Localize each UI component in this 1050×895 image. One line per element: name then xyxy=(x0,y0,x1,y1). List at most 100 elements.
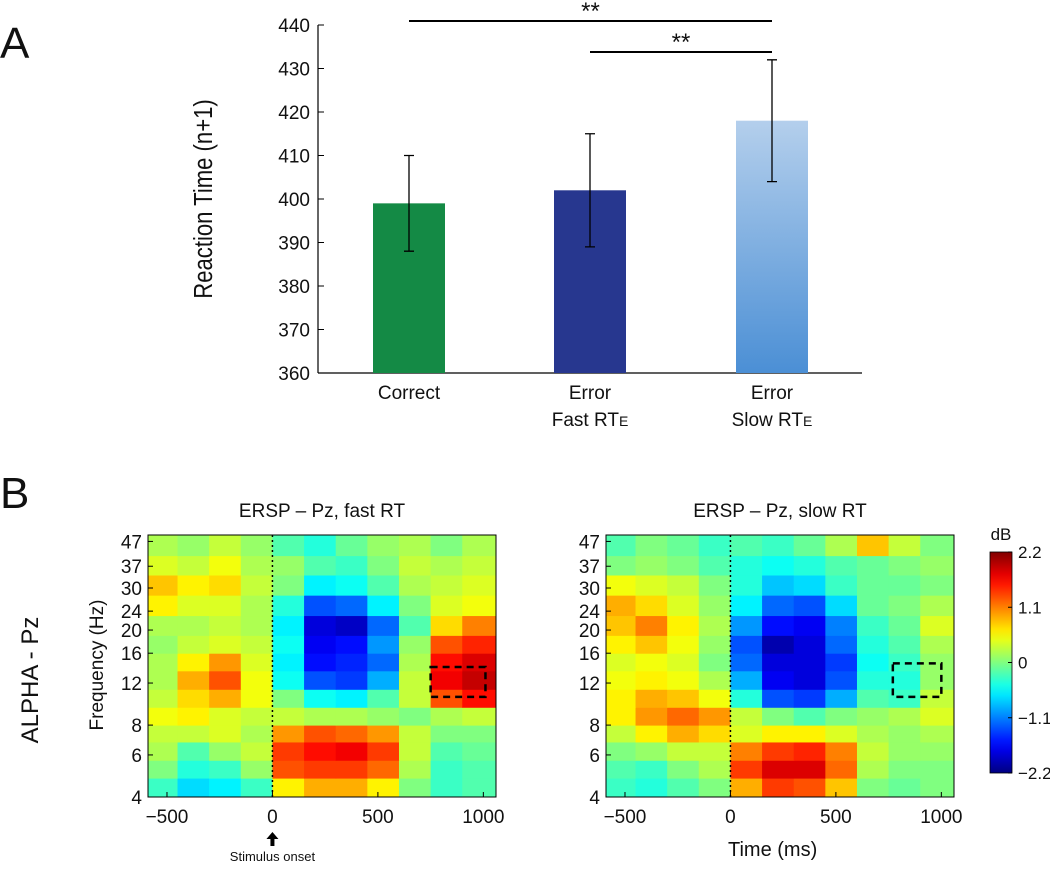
heatmap-cell xyxy=(148,760,179,779)
y-tick-label: 390 xyxy=(278,234,310,255)
y-tick-label: 6 xyxy=(589,746,600,767)
heatmap-cell xyxy=(762,555,795,576)
heatmap-cell xyxy=(304,670,337,690)
heatmap-cell xyxy=(272,778,305,798)
heatmap-cell xyxy=(335,670,368,690)
heatmap-cell xyxy=(367,595,400,617)
x-tick-label-line: Fast RT xyxy=(552,410,620,431)
heatmap-cell xyxy=(335,615,368,636)
plot-frame xyxy=(147,534,497,798)
heatmap-cell xyxy=(177,615,210,636)
heatmap-cell xyxy=(825,778,858,798)
heatmap-cell xyxy=(335,555,368,576)
significance-label: ** xyxy=(581,0,600,25)
heatmap-cell xyxy=(698,778,731,798)
y-tick-label: 12 xyxy=(121,674,142,695)
heatmap-cell xyxy=(888,635,921,654)
heatmap-cell xyxy=(367,689,400,708)
y-tick-label: 47 xyxy=(121,532,142,553)
heatmap-cell xyxy=(272,725,305,743)
heatmap-cell xyxy=(304,725,337,743)
y-tick-label: 8 xyxy=(589,716,600,737)
heatmap-cell xyxy=(920,575,955,596)
heatmap-cell xyxy=(730,689,763,708)
colorbar-tick-label: −1.1 xyxy=(1018,709,1050,728)
heatmap-cell xyxy=(698,575,731,596)
row-label: ALPHA - Pz xyxy=(17,617,44,744)
heatmap-cell xyxy=(462,535,497,557)
heatmap-cell xyxy=(606,555,637,576)
heatmap-cell xyxy=(698,595,731,617)
onset-arrow xyxy=(266,832,279,846)
heatmap-cell xyxy=(667,595,700,617)
colorbar-label: dB xyxy=(991,525,1012,544)
heatmap-cell xyxy=(177,725,210,743)
y-tick-label: 6 xyxy=(131,746,142,767)
heatmap-cell xyxy=(888,778,921,798)
x-tick-label: 500 xyxy=(820,807,852,828)
y-tick-label: 24 xyxy=(121,602,143,623)
heatmap-cell xyxy=(730,575,763,596)
y-axis-label: Frequency (Hz) xyxy=(87,600,108,731)
heatmap-cell xyxy=(856,635,890,654)
heatmap-cell xyxy=(635,635,668,654)
heatmap-cell xyxy=(148,653,179,672)
heatmap-cell xyxy=(398,535,432,557)
heatmap-cell xyxy=(888,741,921,761)
heatmap-cell xyxy=(667,653,700,672)
heatmap-cell xyxy=(825,760,858,779)
heatmap-cell xyxy=(667,725,700,743)
heatmap-cell xyxy=(148,670,179,690)
heatmap-cell xyxy=(793,555,826,576)
heatmap-cell xyxy=(209,653,242,672)
heatmap-cell xyxy=(635,595,668,617)
x-tick-label: Error xyxy=(569,383,612,404)
heatmap-cell xyxy=(177,689,210,708)
heatmap-cell xyxy=(148,555,179,576)
heatmap-cell xyxy=(398,725,432,743)
heatmap-cell xyxy=(304,653,337,672)
heatmap-cell xyxy=(920,653,955,672)
heatmap-cell xyxy=(304,555,337,576)
y-tick-label: 20 xyxy=(579,621,600,642)
colorbar-tick-label: 1.1 xyxy=(1018,598,1042,617)
heatmap-cell xyxy=(367,575,400,596)
heatmap-cell xyxy=(888,575,921,596)
heatmap-cell xyxy=(430,555,463,576)
heatmap-cell xyxy=(148,595,179,617)
heatmap-cell xyxy=(367,725,400,743)
significance-label: ** xyxy=(672,29,691,56)
heatmap-cell xyxy=(667,778,700,798)
heatmap-cell xyxy=(272,707,305,726)
heatmap-cell xyxy=(367,555,400,576)
heatmap-cell xyxy=(462,615,497,636)
y-tick-label: 16 xyxy=(579,644,600,665)
heatmap-cell xyxy=(304,741,337,761)
heatmap-cell xyxy=(209,555,242,576)
heatmap-cell xyxy=(272,595,305,617)
heatmap-cell xyxy=(856,760,890,779)
y-tick-label: 420 xyxy=(278,103,310,124)
heatmap-cell xyxy=(398,575,432,596)
heatmap-cell xyxy=(606,707,637,726)
heatmap-cell xyxy=(462,689,497,708)
heatmap-cell xyxy=(825,635,858,654)
heatmap-cell xyxy=(606,595,637,617)
heatmap-cell xyxy=(398,689,432,708)
heatmap-cell xyxy=(606,635,637,654)
heatmap-cell xyxy=(606,760,637,779)
heatmap-cell xyxy=(635,725,668,743)
heatmap-cell xyxy=(635,670,668,690)
heatmap-cell xyxy=(635,741,668,761)
heatmap-cell xyxy=(240,575,273,596)
heatmap-cell xyxy=(920,741,955,761)
heatmap-cell xyxy=(335,689,368,708)
heatmap-cell xyxy=(888,760,921,779)
x-tick-label: 500 xyxy=(362,807,394,828)
heatmap-cell xyxy=(240,653,273,672)
heatmap-cell xyxy=(606,741,637,761)
heatmap-cell xyxy=(635,615,668,636)
heatmap-cell xyxy=(177,575,210,596)
heatmap-cell xyxy=(762,535,795,557)
heatmap-cell xyxy=(272,575,305,596)
